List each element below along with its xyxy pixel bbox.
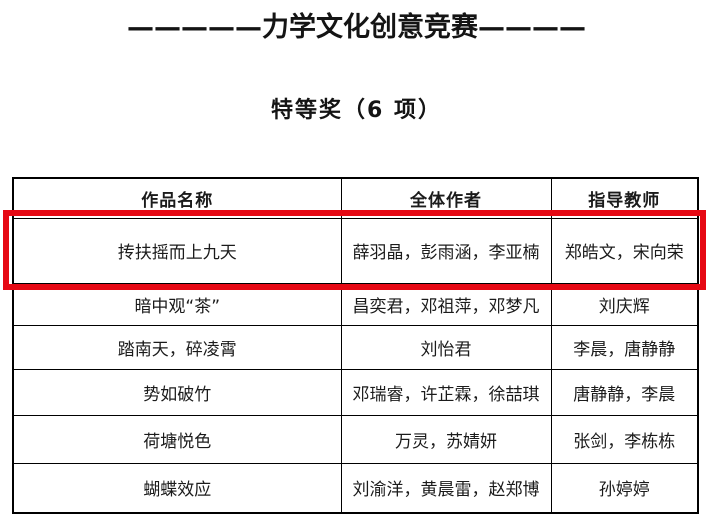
authors-cell: 刘怡君 xyxy=(340,324,552,370)
teachers-cell: 郑皓文，宋向荣 xyxy=(550,217,699,284)
table-row: 暗中观“茶” 昌奕君，邓祖萍，邓梦凡 刘庆辉 xyxy=(12,282,699,326)
teachers-cell: 李晨，唐静静 xyxy=(550,324,699,370)
authors-cell: 邓瑞睿，许芷霖，徐喆琪 xyxy=(340,368,552,416)
work-cell: 暗中观“茶” xyxy=(12,282,342,326)
authors-cell: 薛羽晶，彭雨涵，李亚楠 xyxy=(340,217,552,284)
section-heading: 特等奖（6 项） xyxy=(271,98,442,123)
awards-table: 作品名称 全体作者 指导教师 抟扶摇而上九天 薛羽晶，彭雨涵，李亚楠 郑皓文，宋… xyxy=(12,177,699,514)
work-cell: 势如破竹 xyxy=(12,368,342,416)
authors-cell: 刘渝洋，黄晨雷，赵郑博 xyxy=(340,462,552,514)
page-title: —————力学文化创意竞赛———— xyxy=(127,12,586,43)
work-cell: 踏南天，碎凌霄 xyxy=(12,324,342,370)
work-cell: 荷塘悦色 xyxy=(12,414,342,464)
column-header-authors: 全体作者 xyxy=(340,177,552,219)
column-header-teachers: 指导教师 xyxy=(550,177,699,219)
table-row: 踏南天，碎凌霄 刘怡君 李晨，唐静静 xyxy=(12,324,699,370)
work-cell: 抟扶摇而上九天 xyxy=(12,217,342,284)
table-row: 势如破竹 邓瑞睿，许芷霖，徐喆琪 唐静静，李晨 xyxy=(12,368,699,416)
table-row: 蝴蝶效应 刘渝洋，黄晨雷，赵郑博 孙婷婷 xyxy=(12,462,699,514)
teachers-cell: 张剑，李栋栋 xyxy=(550,414,699,464)
table-row: 荷塘悦色 万灵，苏婧妍 张剑，李栋栋 xyxy=(12,414,699,464)
authors-cell: 昌奕君，邓祖萍，邓梦凡 xyxy=(340,282,552,326)
teachers-cell: 孙婷婷 xyxy=(550,462,699,514)
column-header-work: 作品名称 xyxy=(12,177,342,219)
authors-cell: 万灵，苏婧妍 xyxy=(340,414,552,464)
table-header-row: 作品名称 全体作者 指导教师 xyxy=(12,177,699,219)
table-row-highlighted: 抟扶摇而上九天 薛羽晶，彭雨涵，李亚楠 郑皓文，宋向荣 xyxy=(12,217,699,284)
teachers-cell: 刘庆辉 xyxy=(550,282,699,326)
work-cell: 蝴蝶效应 xyxy=(12,462,342,514)
teachers-cell: 唐静静，李晨 xyxy=(550,368,699,416)
